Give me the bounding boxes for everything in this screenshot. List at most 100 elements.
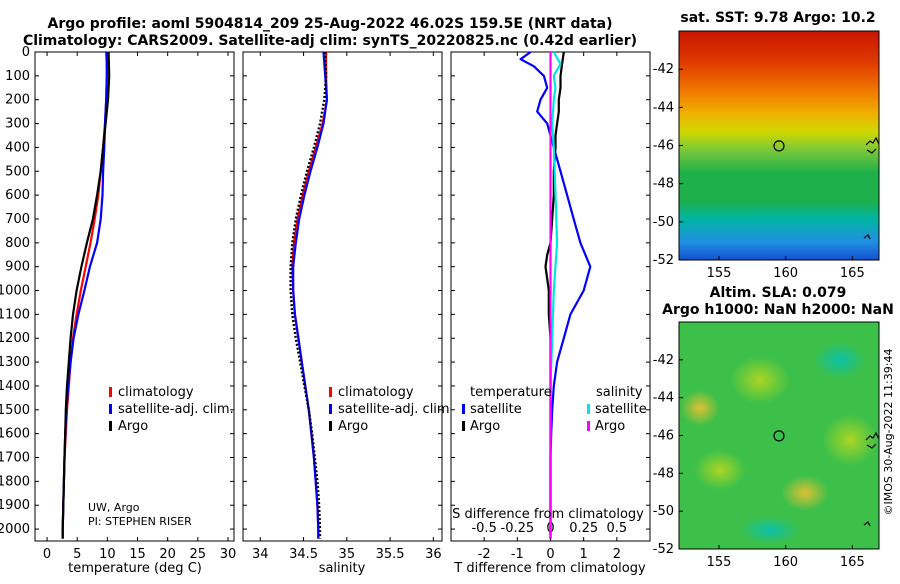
x-tick-label: 0 bbox=[43, 547, 51, 562]
top-x-tick-label: -0.25 bbox=[501, 521, 535, 536]
legend-s-satellite-swatch bbox=[587, 404, 590, 414]
depth-tick-label: 500 bbox=[5, 164, 30, 179]
sla-high-patch bbox=[781, 475, 829, 511]
map-y-tick-label: -48 bbox=[653, 177, 674, 192]
legend-climatology: climatology bbox=[118, 385, 194, 400]
title-line-2: Climatology: CARS2009. Satellite-adj cli… bbox=[23, 33, 637, 49]
legend-satellite-swatch bbox=[329, 404, 332, 414]
x-tick-label: 35 bbox=[339, 547, 356, 562]
sst-coastline-icon bbox=[863, 136, 880, 240]
legend-s-satellite: satellite bbox=[595, 402, 647, 417]
salinity-axes bbox=[242, 51, 443, 542]
legend-satellite-swatch bbox=[109, 404, 112, 414]
annotation-uw-argo: UW, Argo bbox=[88, 501, 140, 514]
map-x-tick-label: 165 bbox=[840, 555, 865, 570]
legend-t-satellite-swatch bbox=[462, 404, 465, 414]
sla-argo-marker bbox=[773, 430, 785, 442]
map-y-tick-label: -52 bbox=[653, 542, 674, 557]
depth-tick-label: 800 bbox=[5, 236, 30, 251]
annotation-pi: PI: STEPHEN RISER bbox=[88, 515, 192, 528]
depth-tick-labels: 0 100 200 300 400 500 600 700 800 900 1000 1100 1200… bbox=[0, 45, 30, 537]
legend-argo-swatch bbox=[109, 421, 112, 431]
depth-tick-label: 1300 bbox=[0, 355, 30, 370]
depth-tick-label: 1000 bbox=[0, 284, 30, 299]
series-line-satellite-adj-clim- bbox=[292, 51, 328, 539]
x-tick-label: 34 bbox=[252, 547, 269, 562]
temperature-legend: climatology satellite-adj. clim. Argo bbox=[109, 385, 234, 434]
sst-map: sat. SST: 9.78 Argo: 10.2 bbox=[653, 10, 880, 281]
x-tick-label: 25 bbox=[190, 547, 207, 562]
sla-low-patch bbox=[740, 516, 800, 544]
difference-series bbox=[519, 51, 592, 539]
map-x-tick-label: 165 bbox=[840, 266, 865, 281]
legend-t-argo-swatch bbox=[462, 421, 465, 431]
legend-salinity-heading: salinity bbox=[596, 385, 643, 400]
legend-argo-swatch bbox=[329, 421, 332, 431]
sla-mid-patch bbox=[694, 450, 746, 490]
depth-tick-label: 600 bbox=[5, 188, 30, 203]
series-line-argo bbox=[289, 51, 328, 539]
sst-argo-marker bbox=[773, 140, 785, 152]
sla-map-title-2: Argo h1000: NaN h2000: NaN bbox=[662, 302, 894, 318]
sla-mid-patch bbox=[730, 356, 790, 404]
depth-tick-label: 0 bbox=[22, 45, 30, 60]
depth-tick-label: 200 bbox=[5, 93, 30, 108]
sla-mid-patch bbox=[822, 414, 878, 466]
sst-map-ticks: 155 160 165 -42 -44 -46 -48 -50 -52 bbox=[653, 62, 865, 281]
sla-map: Altim. SLA: 0.079 Argo h1000: NaN h2000:… bbox=[653, 285, 894, 570]
x-tick-label: 34.5 bbox=[289, 547, 318, 562]
x-tick-label: -2 bbox=[478, 547, 491, 562]
sst-field bbox=[679, 31, 879, 260]
top-x-tick-label: -0.5 bbox=[471, 521, 496, 536]
salinity-xlabel: salinity bbox=[319, 561, 366, 576]
legend-climatology: climatology bbox=[338, 385, 414, 400]
map-y-tick-label: -50 bbox=[653, 504, 674, 519]
depth-tick-label: 1100 bbox=[0, 307, 30, 322]
x-tick-label: 36 bbox=[425, 547, 442, 562]
depth-tick-label: 1600 bbox=[0, 427, 30, 442]
legend-s-argo: Argo bbox=[595, 419, 625, 434]
depth-tick-label: 1900 bbox=[0, 498, 30, 513]
map-y-tick-label: -46 bbox=[653, 429, 674, 444]
map-y-tick-label: -44 bbox=[653, 100, 674, 115]
depth-tick-label: 1200 bbox=[0, 331, 30, 346]
temperature-series bbox=[61, 51, 111, 539]
difference-panel: -2 -1 0 1 2-0.5 -0.25 0 0.25 0.5 T difference fr… bbox=[450, 51, 651, 576]
depth-tick-label: 1700 bbox=[0, 451, 30, 466]
legend-climatology-swatch bbox=[329, 387, 332, 397]
salinity-series bbox=[289, 51, 328, 539]
depth-tick-label: 1800 bbox=[0, 474, 30, 489]
map-y-tick-label: -48 bbox=[653, 466, 674, 481]
t-difference-xlabel: T difference from climatology bbox=[453, 561, 646, 576]
x-tick-label: 30 bbox=[220, 547, 237, 562]
legend-satellite: satellite-adj. clim. bbox=[338, 402, 454, 417]
sla-map-ticks: 155 160 165 -42 -44 -46 -48 -50 -52 bbox=[653, 353, 865, 570]
temperature-axes bbox=[34, 51, 235, 542]
temperature-tick-labels: 0 5 10 15 20 25 30 bbox=[35, 51, 237, 562]
map-y-tick-label: -42 bbox=[653, 353, 674, 368]
s-difference-xlabel: S difference from climatology bbox=[452, 507, 644, 522]
top-x-tick-label: 0.25 bbox=[569, 521, 598, 536]
map-y-tick-label: -52 bbox=[653, 253, 674, 268]
legend-s-argo-swatch bbox=[587, 421, 590, 431]
sla-map-title-1: Altim. SLA: 0.079 bbox=[710, 285, 847, 301]
imos-watermark: ©IMOS 30-Aug-2022 11:39:44 bbox=[882, 349, 895, 516]
difference-legend: temperature satellite Argo salinity sate… bbox=[462, 385, 647, 434]
legend-argo: Argo bbox=[118, 419, 148, 434]
series-line-argo bbox=[61, 51, 111, 539]
salinity-legend: climatology satellite-adj. clim. Argo bbox=[329, 385, 454, 434]
depth-tick-label: 100 bbox=[5, 69, 30, 84]
x-tick-label: -1 bbox=[511, 547, 524, 562]
x-tick-label: 1 bbox=[580, 547, 588, 562]
sla-low-patch bbox=[814, 342, 866, 378]
map-x-tick-label: 160 bbox=[773, 266, 798, 281]
depth-tick-label: 1400 bbox=[0, 379, 30, 394]
map-y-tick-label: -50 bbox=[653, 215, 674, 230]
x-tick-label: 20 bbox=[159, 547, 176, 562]
salinity-tick-labels: 34 34.5 35 35.5 36 bbox=[243, 51, 442, 562]
sla-high-patch bbox=[680, 390, 720, 426]
map-x-tick-label: 160 bbox=[773, 555, 798, 570]
x-tick-label: 15 bbox=[129, 547, 146, 562]
depth-tick-label: 1500 bbox=[0, 403, 30, 418]
map-y-tick-label: -44 bbox=[653, 391, 674, 406]
